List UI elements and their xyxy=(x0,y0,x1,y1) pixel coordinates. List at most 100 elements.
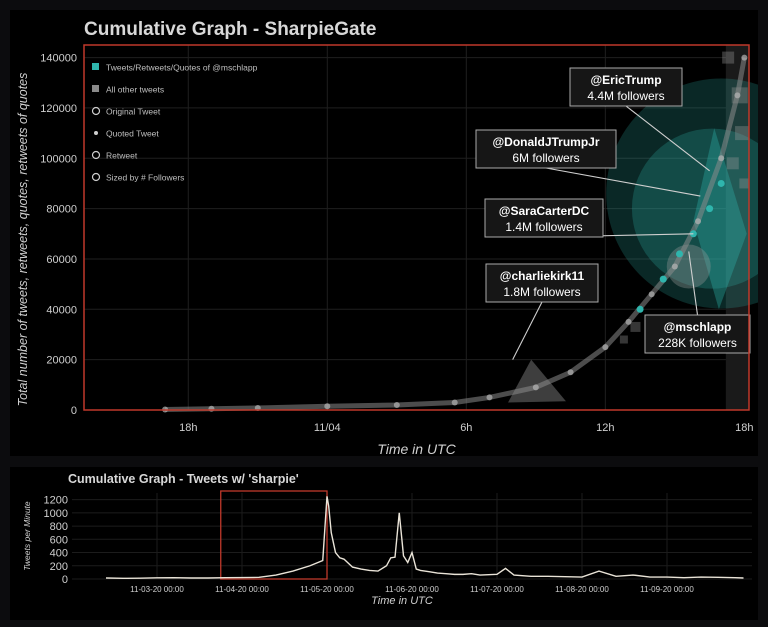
data-point xyxy=(695,218,702,225)
tweet-marker xyxy=(722,51,735,64)
data-point xyxy=(324,403,331,410)
callout-followers: 4.4M followers xyxy=(587,89,664,103)
data-point xyxy=(532,384,539,391)
legend-swatch xyxy=(91,150,101,160)
x-tick-label: 11-03-20 00:00 xyxy=(130,585,184,594)
data-point xyxy=(486,394,493,401)
y-tick-label: 1200 xyxy=(44,495,68,507)
plot-frame xyxy=(83,44,750,411)
callout-followers: 228K followers xyxy=(658,336,737,350)
y-tick-label: 100000 xyxy=(40,153,77,165)
legend-swatch xyxy=(92,85,99,92)
data-point xyxy=(741,54,748,61)
y-tick-label: 140000 xyxy=(40,53,77,65)
y-tick-label: 800 xyxy=(50,521,68,533)
highlight-box xyxy=(220,490,328,580)
y-tick-label: 200 xyxy=(50,561,68,573)
callout-handle: @EricTrump xyxy=(590,73,661,87)
callout-leader xyxy=(688,251,699,316)
callout-leader xyxy=(545,167,701,197)
follower-bubble xyxy=(606,78,758,309)
y-tick-label: 60000 xyxy=(46,254,77,266)
callout-followers: 1.8M followers xyxy=(503,285,580,299)
mschlapp-data-point xyxy=(636,305,644,313)
x-tick-label: 6h xyxy=(460,422,472,434)
tweets-per-minute-panel: 0 200 400 600 800 1000 1200 11-03-20 00:00 11-04… xyxy=(10,467,758,620)
data-point xyxy=(671,263,678,270)
y-tick-label: 20000 xyxy=(46,355,77,367)
mschlapp-data-point xyxy=(706,205,714,213)
data-point xyxy=(567,369,574,376)
legend-swatch xyxy=(92,63,99,70)
legend-label: Quoted Tweet xyxy=(106,129,159,139)
quoted-tweet-marker xyxy=(508,359,566,403)
tweet-marker xyxy=(726,157,739,170)
quoted-tweet-marker xyxy=(693,128,747,310)
legend-label: All other tweets xyxy=(106,85,164,95)
callout-handle: @DonaldJTrumpJr xyxy=(492,135,599,149)
tweet-marker xyxy=(739,178,750,189)
callout-box xyxy=(485,263,599,303)
y-tick-label: 1000 xyxy=(44,508,68,520)
legend-label: Sized by # Followers xyxy=(106,173,184,183)
legend-label: Retweet xyxy=(106,151,138,161)
legend-label: Original Tweet xyxy=(106,107,161,117)
data-point xyxy=(208,405,215,412)
x-tick-label: 11/04 xyxy=(314,422,341,434)
data-point xyxy=(648,291,655,298)
legend-swatch xyxy=(91,172,101,182)
chart-title: Cumulative Graph - SharpieGate xyxy=(84,19,377,40)
y-tick-label: 80000 xyxy=(46,204,77,216)
data-point xyxy=(734,92,741,99)
x-tick-label: 11-08-20 00:00 xyxy=(555,585,609,594)
y-axis-label: Tweets per Minute xyxy=(22,501,32,571)
callout-box xyxy=(569,67,683,107)
data-point xyxy=(718,155,725,162)
mschlapp-data-point xyxy=(659,275,667,283)
cumulative-chart-panel: 0 20000 40000 60000 80000 100000 120000 140000 1… xyxy=(10,10,758,456)
callout-handle: @SaraCarterDC xyxy=(499,204,590,218)
x-tick-label: 11-06-20 00:00 xyxy=(385,585,439,594)
x-tick-label: 18h xyxy=(179,422,197,434)
tweet-marker xyxy=(619,335,628,344)
mschlapp-data-point xyxy=(675,250,683,258)
callout-leader xyxy=(512,301,543,360)
y-tick-label: 120000 xyxy=(40,103,77,115)
x-tick-label: 18h xyxy=(735,422,753,434)
tweets-per-minute-line xyxy=(105,496,744,580)
mschlapp-data-point xyxy=(717,179,725,187)
y-tick-label: 400 xyxy=(50,548,68,560)
callout-box xyxy=(644,314,751,354)
x-tick-label: 11-09-20 00:00 xyxy=(640,585,694,594)
callout-followers: 1.4M followers xyxy=(505,220,582,234)
data-point xyxy=(451,399,458,406)
y-tick-label: 600 xyxy=(50,534,68,546)
callout-handle: @mschlapp xyxy=(664,320,732,334)
tweet-marker xyxy=(735,126,750,141)
callout-box xyxy=(475,129,617,169)
x-tick-label: 11-05-20 00:00 xyxy=(300,585,354,594)
data-point xyxy=(625,318,632,325)
y-axis-label: Total number of tweets, retweets, quotes… xyxy=(16,73,30,407)
y-tick-label: 40000 xyxy=(46,304,77,316)
y-tick-label: 0 xyxy=(62,574,68,586)
follower-bubble xyxy=(631,128,758,289)
cumulative-chart: 0 20000 40000 60000 80000 100000 120000 140000 1… xyxy=(16,44,758,456)
callout-followers: 6M followers xyxy=(512,151,579,165)
tweet-marker xyxy=(630,321,641,332)
legend-swatch xyxy=(91,106,101,116)
y-tick-label: 0 xyxy=(71,405,77,417)
callout-leader xyxy=(625,105,710,172)
x-tick-label: 12h xyxy=(596,422,614,434)
data-point xyxy=(602,344,609,351)
callout-box xyxy=(484,198,604,238)
x-axis-label: Time in UTC xyxy=(371,595,433,607)
callout-handle: @charliekirk11 xyxy=(500,269,585,283)
data-point xyxy=(393,401,400,408)
legend-label: Tweets/Retweets/Quotes of @mschlapp xyxy=(106,63,258,73)
legend-swatch xyxy=(94,131,98,135)
mini-chart-title: Cumulative Graph - Tweets w/ 'sharpie' xyxy=(68,472,299,486)
x-axis-label: Time in UTC xyxy=(377,441,456,456)
x-tick-label: 11-07-20 00:00 xyxy=(470,585,524,594)
